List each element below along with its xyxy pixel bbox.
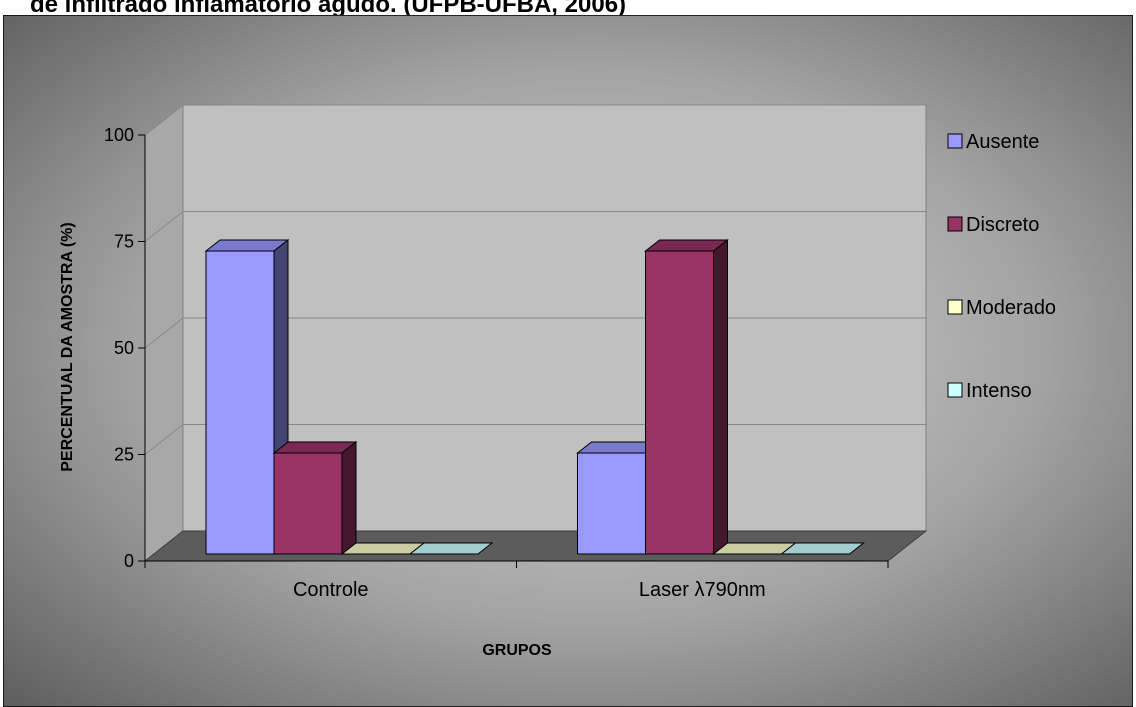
legend-item-intenso: Intenso — [947, 380, 1032, 402]
y-axis-title: PERCENTUAL DA AMOSTRA (%) — [59, 222, 76, 471]
legend-swatch — [947, 299, 963, 315]
bar-discreto-1 — [272, 440, 358, 556]
x-axis-title: GRUPOS — [482, 642, 552, 659]
bar-front-face — [273, 452, 343, 555]
y-tick-label: 25 — [114, 445, 134, 465]
bar-discreto-2 — [644, 238, 729, 556]
legend-item-discreto: Discreto — [947, 214, 1039, 236]
legend-item-moderado: Moderado — [947, 297, 1056, 319]
gridline — [144, 104, 926, 136]
gridline — [144, 211, 926, 242]
bar-ausente-1 — [204, 238, 290, 556]
bar-front-face — [577, 452, 646, 555]
y-tick-label: 75 — [114, 232, 134, 252]
legend-label: Discreto — [966, 214, 1039, 236]
legend-swatch — [947, 382, 963, 398]
legend-label: Moderado — [966, 297, 1056, 319]
bar-side-face — [341, 440, 357, 556]
legend-label: Intenso — [966, 380, 1032, 402]
bar-intenso-1 — [408, 542, 494, 555]
y-tick-label: 100 — [104, 125, 134, 145]
bar-front-face — [205, 250, 275, 555]
bar-intenso-2 — [780, 542, 865, 555]
page-caption: de infiltrado inflamatório agudo. (UFPB-… — [30, 0, 627, 18]
bar-side-face — [713, 238, 728, 556]
bar-chart: 0 25 50 75 100 Controle Laser λ790nm Ausente Di… — [3, 15, 1133, 707]
legend-label: Ausente — [966, 131, 1039, 153]
y-tick-label: 0 — [124, 551, 134, 571]
legend-swatch — [947, 216, 963, 232]
y-tick-label: 50 — [114, 338, 134, 358]
x-category-label: Laser λ790nm — [639, 579, 766, 601]
bar-front-face — [645, 250, 714, 555]
bar-top-face — [780, 542, 865, 555]
x-category-label: Controle — [293, 579, 369, 601]
legend-swatch — [947, 133, 963, 149]
legend-item-ausente: Ausente — [947, 131, 1039, 153]
chart-frame: 0 25 50 75 100 Controle Laser λ790nm Ausente Di… — [3, 15, 1133, 707]
bar-top-face — [408, 542, 494, 555]
